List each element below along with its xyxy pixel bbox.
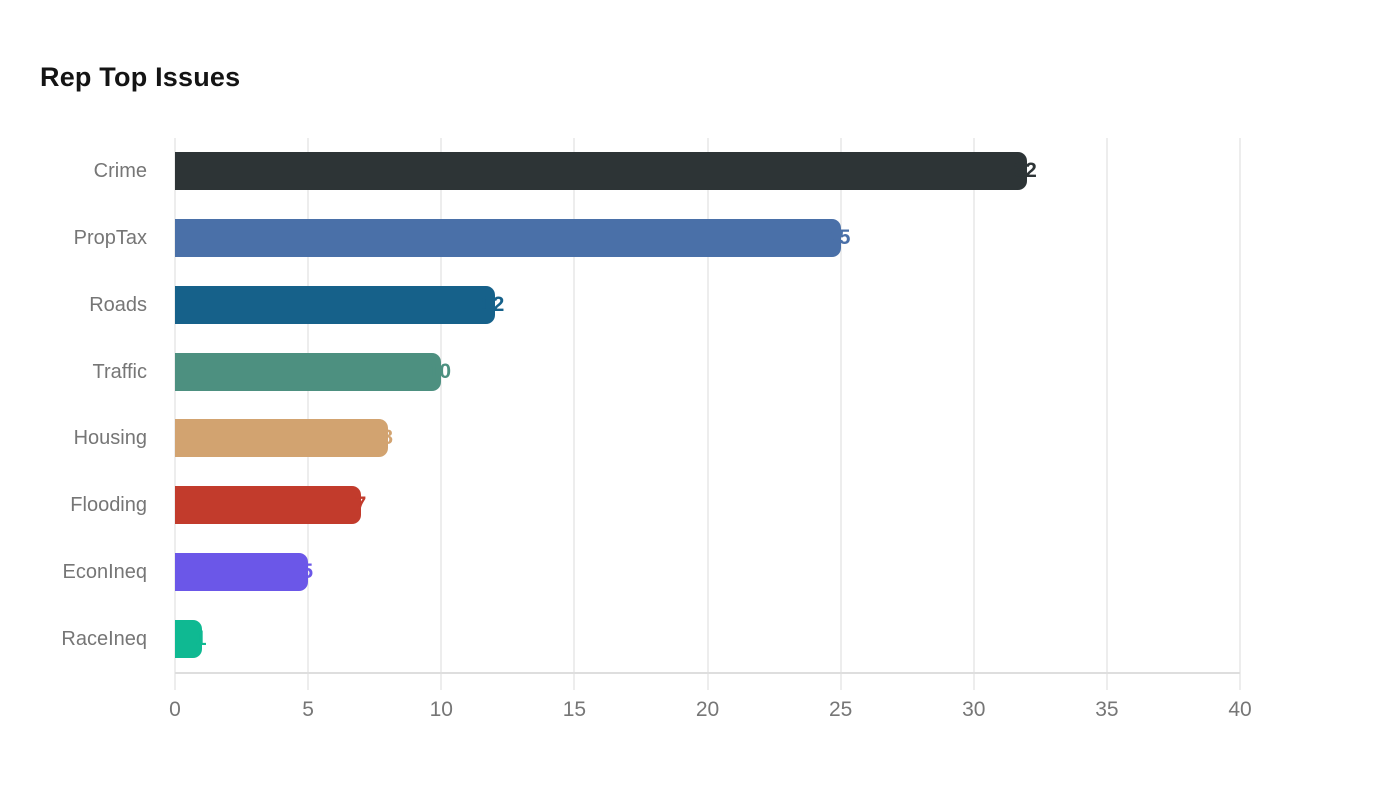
category-label-raceineq: RaceIneq xyxy=(61,627,147,650)
bar-roads xyxy=(175,285,495,324)
bar-housing xyxy=(175,419,388,458)
bar-proptax xyxy=(175,219,841,258)
x-tick-label-35: 35 xyxy=(1095,698,1119,721)
bar-row-flooding: 7 xyxy=(175,486,1240,525)
category-label-crime: Crime xyxy=(93,160,147,183)
bar-flooding xyxy=(175,486,362,525)
bar-value-label-housing: 8 xyxy=(381,426,393,450)
x-tick-label-30: 30 xyxy=(962,698,986,721)
bar-traffic xyxy=(175,352,442,391)
bar-value-label-econineq: 5 xyxy=(301,559,314,583)
bar-raceineq xyxy=(175,619,202,658)
category-label-proptax: PropTax xyxy=(73,227,147,250)
category-label-housing: Housing xyxy=(73,427,147,450)
x-tick-label-5: 5 xyxy=(302,698,314,721)
chart-title: Rep Top Issues xyxy=(40,62,241,92)
bar-value-label-flooding: 7 xyxy=(354,493,367,517)
gridline-x-10 xyxy=(440,138,443,690)
bar-value-label-traffic: 10 xyxy=(427,359,452,383)
bar-row-crime: 32 xyxy=(175,152,1240,191)
bar-row-roads: 12 xyxy=(175,285,1240,324)
bar-row-housing: 8 xyxy=(175,419,1240,458)
category-label-traffic: Traffic xyxy=(92,360,147,383)
x-axis-line xyxy=(175,672,1240,674)
gridline-x-20 xyxy=(706,138,709,690)
gridline-x-40 xyxy=(1239,138,1241,690)
bar-econineq xyxy=(175,552,309,591)
x-tick-label-0: 0 xyxy=(169,698,181,721)
category-label-flooding: Flooding xyxy=(70,494,147,517)
x-tick-label-20: 20 xyxy=(695,698,720,721)
category-label-roads: Roads xyxy=(89,293,147,316)
bar-row-proptax: 25 xyxy=(175,219,1240,258)
x-tick-label-25: 25 xyxy=(828,698,853,721)
x-tick-label-40: 40 xyxy=(1228,698,1252,721)
bar-value-label-crime: 32 xyxy=(1013,159,1037,183)
gridline-x-0 xyxy=(174,138,176,690)
category-label-econineq: EconIneq xyxy=(62,560,147,583)
bar-row-traffic: 10 xyxy=(175,352,1240,391)
bar-value-label-proptax: 25 xyxy=(827,226,851,250)
gridline-x-15 xyxy=(573,138,576,690)
gridline-x-5 xyxy=(307,138,310,690)
bar-crime xyxy=(175,152,1027,191)
bar-value-label-raceineq: 1 xyxy=(194,626,207,650)
gridline-x-30 xyxy=(972,138,975,690)
gridline-x-25 xyxy=(839,138,842,690)
plot-area: 32 25 12 10 8 7 5 1 xyxy=(174,138,1241,690)
x-tick-label-15: 15 xyxy=(562,698,587,721)
bar-row-raceineq: 1 xyxy=(175,619,1240,658)
x-tick-label-10: 10 xyxy=(429,698,453,721)
gridline-x-35 xyxy=(1105,138,1108,690)
bar-row-econineq: 5 xyxy=(175,552,1240,591)
bar-value-label-roads: 12 xyxy=(480,292,505,316)
